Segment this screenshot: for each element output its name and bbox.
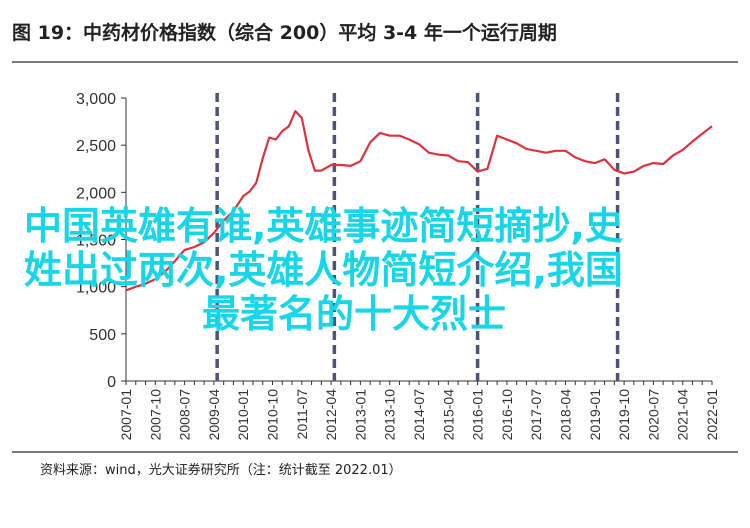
series-lines (125, 110, 713, 292)
bottom-divider (12, 451, 738, 453)
chart-title: 图 19：中药材价格指数（综合 200）平均 3-4 年一个运行周期 (12, 22, 557, 44)
x-tick-label: 2011-07 (294, 389, 310, 440)
x-tick-label: 2019-10 (616, 389, 632, 441)
y-axis: 0 500 1,000 1,500 2,000 2,500 3,000 (76, 91, 127, 391)
x-tick-label: 2020-07 (645, 389, 661, 441)
y-tick-label: 0 (107, 374, 116, 391)
top-divider (12, 61, 738, 63)
y-tick-label: 2,500 (76, 138, 116, 155)
y-tick-label: 3,000 (76, 91, 116, 108)
x-tick-label: 2019-01 (587, 389, 603, 441)
x-tick-label: 2018-04 (558, 389, 574, 441)
x-tick-label: 2022-01 (704, 389, 720, 441)
overlay-line-2: 姓出过两次,英雄人物简短介绍,我国 (24, 248, 623, 292)
x-tick-label: 2012-04 (323, 389, 339, 441)
overlay-caption: 中国英雄有谁,英雄事迹简短摘抄,史 姓出过两次,英雄人物简短介绍,我国 最著名的… (24, 204, 724, 336)
y-tick-label: 500 (89, 327, 116, 344)
x-tick-label: 2016-01 (470, 389, 486, 441)
x-tick-label: 2013-10 (382, 389, 398, 441)
x-tick-label: 2010-10 (265, 389, 281, 441)
x-tick-label: 2016-10 (499, 389, 515, 441)
x-tick-label: 2010-01 (235, 389, 251, 441)
x-tick-label: 2008-07 (177, 389, 193, 441)
x-axis: 2007-01 2007-10 2008-07 2009-04 2010-01 2010-… (118, 380, 720, 441)
x-tick-label: 2013-01 (352, 389, 368, 441)
x-tick-label: 2017-07 (528, 389, 544, 441)
x-tick-label: 2009-04 (206, 389, 222, 441)
y-tick-label: 1,500 (76, 233, 116, 250)
x-tick-label: 2007-01 (118, 389, 134, 441)
source-note: 资料来源：wind，光大证券研究所（注：统计截至 2022.01） (40, 463, 402, 478)
y-tick-label: 2,000 (76, 185, 116, 202)
overlay-line-1: 中国英雄有谁,英雄事迹简短摘抄,史 (24, 204, 623, 248)
overlay-line-3: 最著名的十大烈士 (202, 292, 507, 336)
y-tick-label: 1,000 (76, 280, 116, 297)
cycle-markers (215, 93, 620, 381)
x-tick-label: 2014-07 (411, 389, 427, 441)
price-index-line (125, 110, 713, 292)
x-tick-label: 2015-04 (440, 389, 456, 441)
x-tick-label: 2021-04 (675, 389, 691, 441)
x-tick-label: 2007-10 (147, 389, 163, 441)
